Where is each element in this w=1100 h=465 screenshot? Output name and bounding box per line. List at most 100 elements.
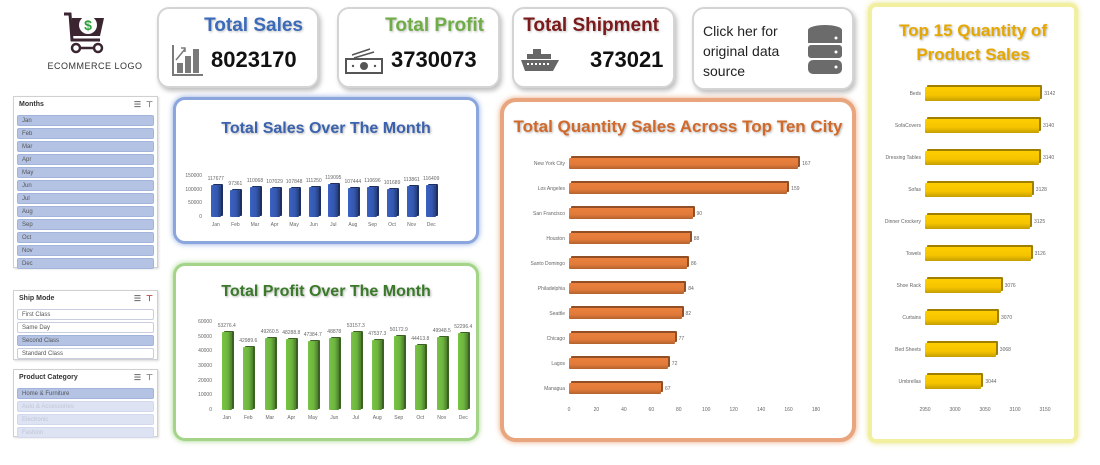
bar-value-label: 72: [671, 360, 678, 367]
x-tick-label: 100: [702, 407, 711, 413]
category-label: Chicago: [546, 335, 565, 342]
x-tick-label: Jul: [330, 222, 337, 228]
category-label: Dressing Tables: [885, 155, 921, 161]
bar-value-label: 86: [691, 260, 697, 267]
x-tick-label: Sep: [368, 222, 377, 228]
bar-umbrellas: [925, 375, 982, 389]
y-tick-label: 40000: [198, 348, 212, 355]
slicer-items: Jan Feb Mar Apr May Jun Jul Aug Sep Oct Nov Dec: [14, 115, 157, 269]
slicer-item-home-furniture[interactable]: Home & Furniture: [17, 388, 154, 399]
x-tick-label: Jun: [309, 222, 318, 228]
slicer-item-same-day[interactable]: Same Day: [17, 322, 154, 333]
slicer-product-category: Product Category ☰ ⊤ Home & Furniture Aut…: [13, 369, 158, 438]
slicer-item-second-class[interactable]: Second Class: [17, 335, 154, 346]
bar-value-label: 77: [678, 335, 685, 342]
slicer-item-auto-accessories[interactable]: Auto & Accessories: [17, 401, 154, 412]
category-label: Los Angeles: [537, 185, 565, 192]
bar-value-label: 44413.8: [411, 335, 430, 342]
category-label: Sofas: [908, 187, 921, 193]
bar-sep: [393, 336, 404, 410]
logo-text: ECOMMERCE LOGO: [47, 61, 143, 71]
bar-value-label: 42989.6: [239, 337, 258, 344]
slicer-item-jul[interactable]: Jul: [17, 193, 154, 204]
x-tick-label: Aug: [372, 415, 382, 421]
category-label: Dinner Crockery: [884, 219, 921, 225]
bar-value-label: 159: [791, 185, 800, 192]
bar-value-label: 48288.8: [282, 330, 301, 337]
multi-select-icon[interactable]: ☰: [133, 100, 141, 109]
bar-feb: [243, 346, 254, 410]
bar-towels: [925, 247, 1031, 261]
slicer-title: Months: [19, 101, 44, 108]
bar-los-angeles: [569, 183, 788, 194]
bar-dec: [458, 333, 469, 410]
chart-title: Top 15 Quantity of Product Sales: [899, 21, 1047, 64]
kpi-value: 8023170: [211, 47, 297, 72]
chart-total-profit: Total Profit Over The Month 60000 50000 40…: [173, 263, 479, 441]
slicer-item-sep[interactable]: Sep: [17, 219, 154, 230]
bar-nov: [436, 336, 447, 410]
data-source-link[interactable]: Click her for original data source: [692, 7, 854, 90]
bar-value-label: 3140: [1043, 155, 1055, 161]
slicer-item-aug[interactable]: Aug: [17, 206, 154, 217]
x-tick-label: Nov: [407, 222, 417, 228]
bar-value-label: 3044: [985, 379, 997, 385]
slicer-item-may[interactable]: May: [17, 167, 154, 178]
x-tick-label: Oct: [388, 222, 396, 228]
y-tick-label: 50000: [188, 200, 202, 207]
slicer-item-jan[interactable]: Jan: [17, 115, 154, 126]
category-label: New York City: [533, 160, 565, 167]
chart-top-ten-city: Total Quantity Sales Across Top Ten City…: [500, 98, 856, 442]
slicer-title: Product Category: [19, 374, 78, 381]
bar-dinner-crockery: [925, 215, 1030, 229]
slicer-item-oct[interactable]: Oct: [17, 232, 154, 243]
slicer-item-electronic[interactable]: Electronic: [17, 414, 154, 425]
x-tick-label: Feb: [243, 415, 253, 421]
bar-value-label: 3070: [1001, 315, 1013, 321]
x-tick-label: Sep: [394, 415, 404, 421]
bar-value-label: 53157.3: [346, 323, 365, 330]
clear-filter-icon[interactable]: ⊤: [146, 294, 153, 303]
slicer-item-apr[interactable]: Apr: [17, 154, 154, 165]
slicer-item-standard-class[interactable]: Standard Class: [17, 348, 154, 359]
kpi-title: Total Profit: [385, 15, 484, 36]
bar-value-label: 119095: [325, 175, 342, 182]
slicer-item-jun[interactable]: Jun: [17, 180, 154, 191]
bar-value-label: 97361: [228, 181, 243, 188]
multi-select-icon[interactable]: ☰: [133, 373, 141, 382]
bar-value-label: 3125: [1034, 219, 1046, 225]
bar-new-york-city: [569, 158, 799, 169]
clear-filter-icon[interactable]: ⊤: [146, 100, 153, 109]
y-tick-label: 0: [199, 214, 202, 220]
bar-jul: [328, 184, 339, 217]
x-tick-label: 3150: [1039, 407, 1051, 413]
multi-select-icon[interactable]: ☰: [133, 294, 141, 303]
chart-title: Total Quantity Sales Across Top Ten City: [513, 117, 843, 136]
chart-title: Total Profit Over The Month: [221, 283, 431, 300]
slicer-item-dec[interactable]: Dec: [17, 258, 154, 269]
bar-jan: [210, 184, 221, 217]
bar-mar: [264, 337, 275, 410]
plot-area: New York City 167 Los Angeles 159 San Franci…: [504, 102, 852, 438]
x-tick-label: 180: [811, 407, 821, 413]
bar-dressing-tables: [925, 151, 1039, 165]
bar-philadelphia: [569, 283, 685, 294]
category-label: Managua: [544, 385, 565, 392]
bar-value-label: 3126: [1034, 251, 1046, 257]
bar-value-label: 49948.5: [432, 327, 451, 334]
bar-oct: [415, 344, 426, 410]
y-tick-label: 10000: [198, 392, 212, 399]
x-tick-label: Aug: [348, 222, 358, 228]
slicer-item-first-class[interactable]: First Class: [17, 309, 154, 320]
bar-beds: [925, 87, 1041, 101]
svg-text:$: $: [84, 17, 92, 33]
clear-filter-icon[interactable]: ⊤: [146, 373, 153, 382]
bar-value-label: 3140: [1043, 123, 1055, 129]
x-tick-label: 120: [729, 407, 738, 413]
slicer-item-feb[interactable]: Feb: [17, 128, 154, 139]
slicer-item-nov[interactable]: Nov: [17, 245, 154, 256]
slicer-item-fashion[interactable]: Fashion: [17, 427, 154, 438]
bar-sofas: [925, 183, 1032, 197]
slicer-item-mar[interactable]: Mar: [17, 141, 154, 152]
bar-may: [289, 187, 300, 217]
